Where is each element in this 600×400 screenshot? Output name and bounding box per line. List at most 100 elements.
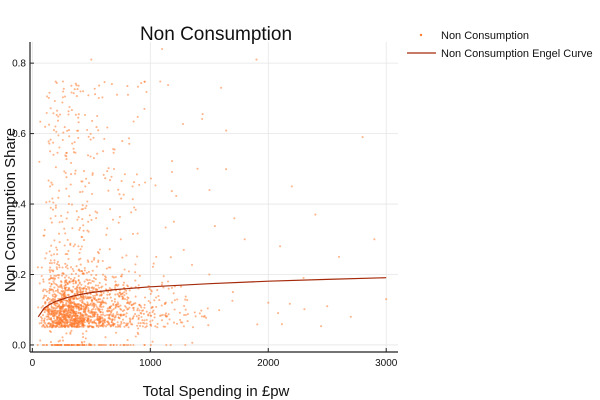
scatter-point-1837 (106, 310, 109, 313)
scatter-point-541 (117, 188, 120, 191)
scatter-point-1198 (89, 310, 93, 313)
scatter-point-59 (326, 305, 329, 308)
scatter-point-987 (50, 269, 53, 272)
scatter-point-1723 (109, 266, 112, 269)
scatter-point-1318 (72, 92, 75, 95)
scatter-point-1481 (100, 305, 103, 309)
scatter-point-1152 (70, 343, 73, 347)
scatter-point-593 (50, 308, 53, 311)
scatter-point-130 (128, 289, 131, 292)
scatter-point-1628 (75, 305, 78, 308)
scatter-point-1653 (107, 321, 110, 325)
scatter-point-1510 (61, 308, 64, 311)
scatter-point-1753 (67, 257, 70, 261)
scatter-point-432 (43, 294, 46, 297)
scatter-point-1806 (78, 343, 82, 347)
scatter-point-1336 (94, 294, 97, 297)
scatter-point-1709 (60, 343, 63, 347)
scatter-point-827 (87, 230, 90, 233)
scatter-point-151 (79, 248, 82, 251)
scatter-point-654 (92, 287, 95, 291)
scatter-point-1412 (78, 286, 82, 289)
scatter-point-1500 (50, 282, 53, 285)
scatter-point-1187 (225, 168, 228, 171)
scatter-point-131 (208, 188, 211, 192)
x-axis-label: Total Spending in £pw (143, 383, 290, 400)
scatter-point-870 (53, 99, 56, 103)
scatter-point-1909 (98, 317, 101, 321)
scatter-point-1615 (139, 304, 142, 307)
scatter-point-1686 (66, 267, 69, 270)
scatter-point-1229 (167, 83, 170, 87)
scatter-point-949 (61, 80, 65, 83)
y-tick-label-1: 0.2 (12, 270, 26, 281)
scatter-point-734 (45, 324, 48, 327)
scatter-point-1064 (117, 221, 120, 224)
scatter-point-1365 (114, 286, 117, 290)
scatter-point-1021 (65, 343, 68, 347)
scatter-point-626 (115, 93, 119, 96)
scatter-point-1286 (149, 314, 152, 317)
scatter-point-690 (201, 117, 204, 121)
scatter-point-297 (95, 305, 98, 308)
scatter-point-1541 (79, 322, 82, 325)
scatter-point-1078 (121, 140, 124, 143)
scatter-point-0 (36, 343, 39, 347)
scatter-point-1724 (155, 305, 158, 308)
scatter-point-598 (90, 273, 93, 276)
scatter-point-1936 (55, 294, 58, 297)
scatter-point-674 (72, 245, 75, 248)
scatter-point-1246 (136, 309, 139, 312)
scatter-point-1262 (150, 290, 153, 293)
scatter-point-1829 (170, 286, 174, 289)
scatter-point-911 (162, 275, 165, 278)
scatter-point-1679 (70, 323, 73, 326)
scatter-point-1645 (76, 218, 79, 221)
scatter-point-1698 (44, 308, 47, 311)
scatter-point-1682 (50, 288, 53, 291)
scatter-point-711 (123, 268, 126, 271)
scatter-point-380 (129, 343, 132, 347)
scatter-point-1907 (141, 325, 144, 328)
scatter-point-1176 (64, 253, 67, 256)
scatter-point-1488 (47, 314, 50, 318)
scatter-point-1848 (61, 220, 64, 223)
scatter-point-1012 (115, 313, 118, 316)
scatter-point-1433 (77, 278, 80, 282)
scatter-point-1896 (72, 312, 75, 315)
scatter-point-1934 (123, 343, 126, 347)
scatter-point-1131 (40, 317, 44, 320)
scatter-point-1684 (79, 257, 82, 260)
scatter-point-506 (50, 221, 53, 224)
scatter-point-955 (56, 312, 59, 315)
x-tick-label-3: 3000 (375, 358, 398, 369)
scatter-point-1259 (49, 217, 52, 220)
scatter-point-1362 (91, 279, 94, 283)
scatter-point-1066 (119, 343, 122, 347)
scatter-point-1867 (59, 306, 62, 309)
scatter-point-1309 (164, 301, 167, 304)
scatter-point-1627 (106, 313, 109, 317)
scatter-point-38 (125, 312, 128, 315)
scatter-point-1572 (59, 301, 62, 304)
scatter-point-1869 (66, 211, 69, 214)
scatter-point-1802 (62, 292, 65, 295)
scatter-point-276 (169, 256, 172, 259)
scatter-point-896 (138, 309, 141, 312)
scatter-point-928 (131, 198, 134, 201)
scatter-point-1759 (114, 284, 117, 287)
scatter-point-1620 (66, 299, 69, 302)
scatter-point-1923 (112, 304, 115, 307)
scatter-point-638 (70, 273, 73, 276)
scatter-point-444 (122, 321, 126, 324)
scatter-point-1153 (82, 224, 85, 227)
scatter-point-266 (101, 273, 105, 276)
scatter-point-1029 (132, 343, 135, 347)
scatter-point-413 (74, 172, 77, 175)
scatter-point-1077 (172, 292, 175, 295)
scatter-point-80 (102, 305, 105, 308)
scatter-point-898 (62, 90, 65, 93)
scatter-point-1770 (66, 312, 69, 315)
scatter-point-412 (40, 306, 43, 309)
scatter-point-696 (176, 298, 179, 301)
